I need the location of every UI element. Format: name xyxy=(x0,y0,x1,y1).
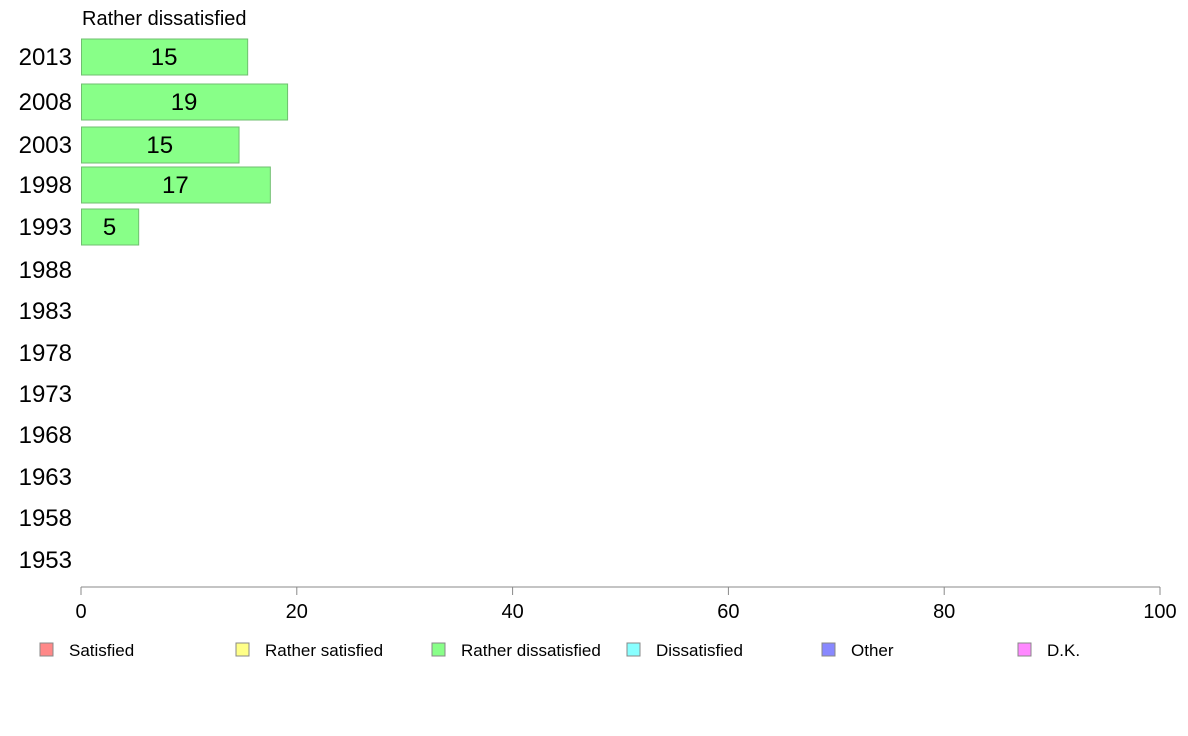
year-label-1988: 1988 xyxy=(19,257,72,284)
legend-label-2: Rather dissatisfied xyxy=(461,641,601,660)
x-tick-label-80: 80 xyxy=(933,601,955,623)
legend-swatch-2 xyxy=(431,642,446,657)
legend-label-0: Satisfied xyxy=(69,641,134,660)
year-labels: 2013 2008 2003 1998 1993 1988 1983 1978 1973 1968… xyxy=(19,44,72,574)
legend: Satisfied Rather satisfied Rather dissatis… xyxy=(39,641,1080,660)
legend-label-1: Rather satisfied xyxy=(265,641,383,660)
year-label-1963: 1963 xyxy=(19,464,72,491)
legend-label-5: D.K. xyxy=(1047,641,1080,660)
bars-group: 15 19 15 17 5 xyxy=(81,38,289,246)
bar-2013 xyxy=(81,38,249,76)
year-label-2008: 2008 xyxy=(19,89,72,116)
x-axis: 0 20 40 60 80 100 xyxy=(75,586,1177,623)
bar-value-1998: 17 xyxy=(162,172,189,199)
year-label-2003: 2003 xyxy=(19,132,72,159)
year-label-1983: 1983 xyxy=(19,298,72,325)
bar-2008 xyxy=(81,83,289,121)
bar-value-2003: 15 xyxy=(146,132,173,159)
bar-value-2008: 19 xyxy=(171,89,198,116)
legend-swatch-0 xyxy=(39,642,54,657)
legend-swatch-4 xyxy=(821,642,836,657)
chart-title: Rather dissatisfied xyxy=(82,8,247,30)
year-label-2013: 2013 xyxy=(19,44,72,71)
year-label-1968: 1968 xyxy=(19,422,72,449)
year-label-1993: 1993 xyxy=(19,214,72,241)
year-label-1953: 1953 xyxy=(19,547,72,574)
x-tick-label-100: 100 xyxy=(1143,601,1176,623)
legend-swatch-1 xyxy=(235,642,250,657)
bar-2003 xyxy=(81,126,240,164)
x-tick-label-40: 40 xyxy=(501,601,523,623)
legend-label-3: Dissatisfied xyxy=(656,641,743,660)
legend-swatch-3 xyxy=(626,642,641,657)
year-label-1958: 1958 xyxy=(19,505,72,532)
x-tick-label-20: 20 xyxy=(286,601,308,623)
bar-value-1993: 5 xyxy=(103,214,116,241)
year-label-1978: 1978 xyxy=(19,340,72,367)
bar-1998 xyxy=(81,166,271,204)
legend-swatch-5 xyxy=(1017,642,1032,657)
x-tick-label-0: 0 xyxy=(75,601,86,623)
year-label-1998: 1998 xyxy=(19,172,72,199)
legend-label-4: Other xyxy=(851,641,894,660)
bar-1993 xyxy=(81,208,140,246)
bar-value-2013: 15 xyxy=(151,44,178,71)
x-tick-label-60: 60 xyxy=(717,601,739,623)
year-label-1973: 1973 xyxy=(19,381,72,408)
